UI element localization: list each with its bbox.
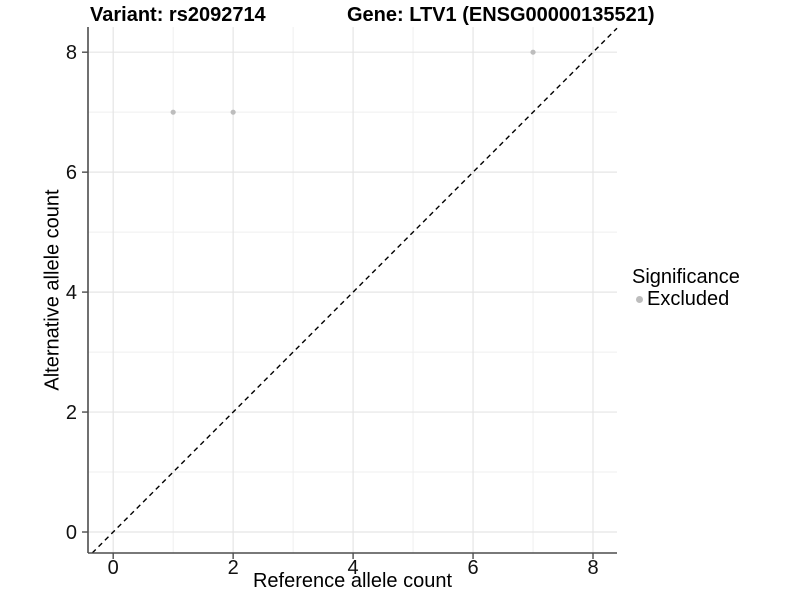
legend: Significance Excluded [632,266,740,310]
identity-dashed-line [91,27,618,554]
x-tick-label: 2 [228,557,239,579]
plot-title-variant: Variant: rs2092714 [90,4,266,26]
y-tick-label: 0 [66,522,77,544]
x-tick-label: 8 [587,557,598,579]
data-point [230,109,236,115]
x-axis-title: Reference allele count [252,570,452,592]
y-tick-label: 2 [66,402,77,424]
y-tick-label: 6 [66,162,77,184]
y-tick-label: 4 [66,282,77,304]
legend-item-excluded: Excluded [632,288,740,310]
y-tick-label: 8 [66,42,77,64]
x-tick-label: 0 [108,557,119,579]
x-tick-label: 6 [467,557,478,579]
plot-title-gene: Gene: LTV1 (ENSG00000135521) [347,4,655,26]
legend-item-label: Excluded [647,288,730,310]
x-tick-label: 4 [348,557,359,579]
y-axis-title: Alternative allele count [41,189,64,391]
data-point [170,109,176,115]
legend-key-dot-icon [636,295,643,303]
legend-title: Significance [632,266,740,288]
data-point [530,49,536,55]
